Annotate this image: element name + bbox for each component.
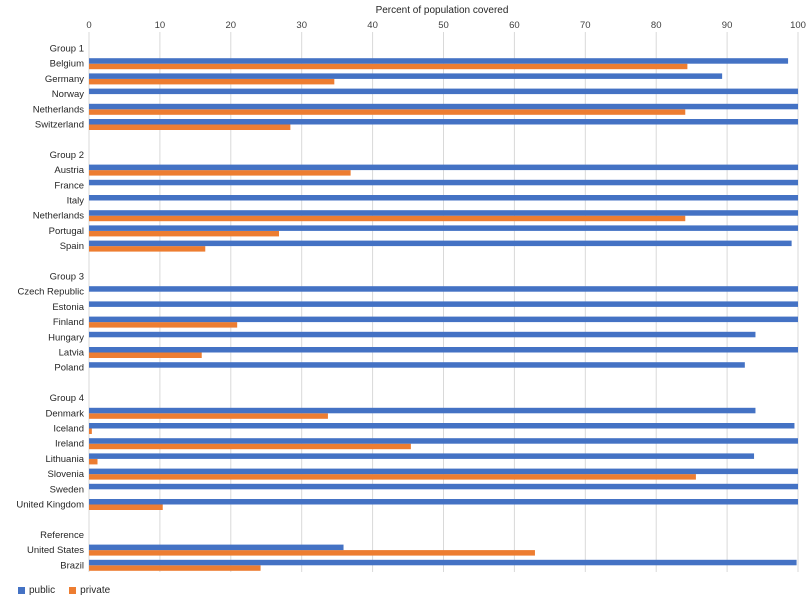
category-label: Lithuania [45,454,84,465]
bar-public [89,468,798,475]
x-tick-label: 80 [651,20,662,31]
bar-private [89,63,688,70]
legend-item-private: private [69,585,110,596]
bar-public [89,347,798,353]
bar-private [89,230,280,237]
bar-private [89,474,696,480]
legend: public private [18,585,110,596]
bar-public [89,544,344,551]
legend-label-private: private [80,585,111,596]
category-label: Brazil [60,560,84,571]
bar-private [89,413,328,419]
chart: Percent of population covered 0 10 20 30 40 5… [16,5,806,572]
bar-public [89,438,798,444]
category-label: France [54,180,84,191]
category-label: Netherlands [33,211,84,222]
category-label: Finland [53,317,84,328]
bar-public [89,483,798,490]
group-label: Group 3 [50,272,84,283]
category-label: Portugal [49,226,84,237]
category-label: Estonia [52,302,84,313]
category-label: Poland [54,363,84,374]
bar-public [89,240,792,247]
category-label: Norway [52,89,84,100]
bar-private [89,78,335,85]
bar-private [89,550,535,556]
category-label: Sweden [50,484,84,495]
bar-private [89,352,202,358]
x-tick-label: 40 [367,20,378,31]
x-tick-label: 90 [722,20,733,31]
category-label: Italy [67,196,85,207]
bar-public [89,179,798,186]
category-label: Spain [60,241,84,252]
legend-label-public: public [29,585,56,596]
x-tick-labels: 0 10 20 30 40 50 60 70 80 90 100 [86,20,806,31]
category-label: Hungary [48,332,84,343]
legend-swatch-private [69,587,77,594]
group-label: Group 2 [50,150,84,161]
bar-private [89,458,98,465]
category-label: Belgium [50,59,84,70]
category-labels: Group 1 Belgium Germany Norway Netherlands Sw… [16,44,84,572]
bar-public [89,331,756,338]
bar-public [89,286,798,292]
legend-item-public: public [18,585,55,596]
bar-private [89,322,238,328]
x-tick-label: 70 [580,20,591,31]
bar-private [89,443,411,450]
x-tick-label: 0 [86,20,91,31]
bar-private [89,109,686,115]
category-label: United States [27,545,84,556]
bar-private [89,170,351,176]
category-label: Netherlands [33,104,84,115]
bar-public [89,362,745,368]
category-label: Denmark [45,408,84,419]
bar-public [89,73,723,79]
bar-public [89,88,798,95]
legend-swatch-public [18,587,25,594]
bar-public [89,119,798,125]
category-label: United Kingdom [16,500,84,511]
category-label: Iceland [53,424,84,435]
bar-public [89,301,798,307]
bar-public [89,499,798,505]
category-label: Czech Republic [17,287,84,298]
bar-public [89,423,795,429]
bar-public [89,195,798,201]
group-label: Group 4 [50,393,84,404]
x-tick-label: 60 [509,20,520,31]
category-label: Latvia [59,348,85,359]
category-label: Germany [45,74,84,85]
bar-private [89,124,291,130]
group-label: Reference [40,530,84,541]
bar-public [89,103,798,110]
bar-private [89,504,163,510]
x-tick-label: 100 [790,20,806,31]
category-label: Switzerland [35,120,84,131]
category-label: Ireland [55,439,84,450]
bar-public [89,58,789,64]
x-tick-label: 50 [438,20,449,31]
chart-title: Percent of population covered [376,5,509,16]
bar-public [89,164,798,171]
bars [89,58,798,571]
bar-private [89,246,206,252]
x-tick-label: 10 [155,20,166,31]
category-label: Slovenia [48,469,85,480]
bar-private [89,565,261,571]
x-tick-label: 30 [296,20,307,31]
bar-public [89,210,798,216]
bar-public [89,453,755,459]
bar-public [89,407,756,414]
category-label: Austria [54,165,84,176]
bar-public [89,225,798,231]
x-tick-label: 20 [226,20,237,31]
bar-public [89,316,798,323]
bar-public [89,559,797,566]
bar-private [89,428,92,434]
bar-private [89,215,686,222]
group-label: Group 1 [50,44,84,55]
